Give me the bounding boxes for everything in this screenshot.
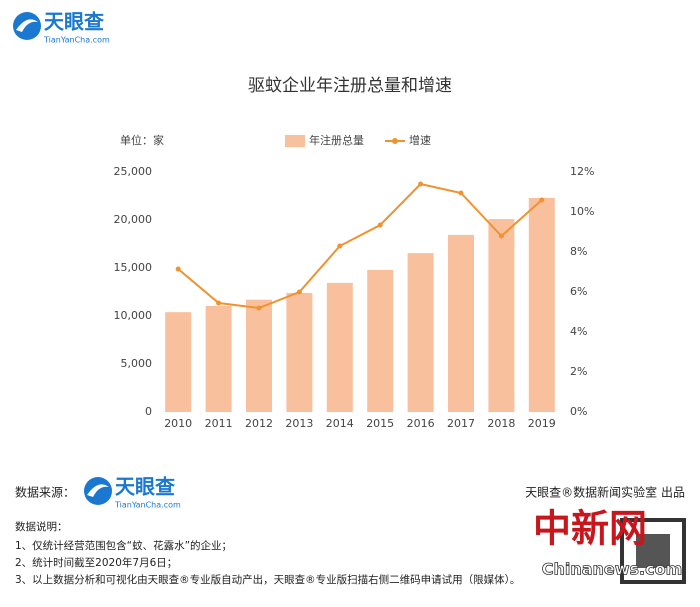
y-tick-label: 10,000 [114,309,153,322]
y-tick-label: 0 [145,405,152,418]
logo-text: 天眼查 [115,475,175,499]
bar [528,197,555,412]
logo-icon [13,12,41,40]
line-point [256,305,262,311]
y2-tick-label: 10% [570,205,594,218]
line-point [377,222,383,228]
line-point [539,197,545,203]
bar [407,253,434,412]
line-point [216,300,222,306]
bar [448,234,474,412]
line-point [458,190,464,196]
y2-tick-label: 0% [570,405,587,418]
logo-text: 天眼查 [44,10,104,34]
logo-swoosh [87,484,109,497]
y-tick-label: 20,000 [114,213,153,226]
line [177,182,543,310]
x-tick-label: 2013 [285,417,313,430]
x-tick-label: 2011 [205,417,233,430]
x-tick-label: 2016 [407,417,435,430]
legend-swatch [285,135,305,147]
unit-label: 单位：家 [120,133,164,147]
legend-swatch [392,138,398,144]
logo-swoosh [16,19,38,32]
line-point [498,233,504,239]
notes-title: 数据说明： [15,520,68,533]
chart-title: 驱蚊企业年注册总量和增速 [248,76,452,96]
credit: 天眼查®数据新闻实验室 出品 [525,485,685,500]
x-tick-label: 2018 [487,417,515,430]
y2-tick-label: 4% [570,325,587,338]
bar [286,292,313,412]
y2-tick-label: 12% [570,165,594,178]
y-tick-label: 25,000 [114,165,153,178]
logo-domain: TianYanCha.com [114,501,181,510]
note: 2、统计时间截至2020年7月6日； [15,556,177,569]
source-label: 数据来源： [15,485,75,500]
legend-label: 年注册总量 [309,133,364,147]
line-point [337,243,343,249]
logo-domain: TianYanCha.com [43,36,110,45]
bar [326,282,353,412]
logo-icon [84,477,112,505]
x-tick-label: 2010 [164,417,192,430]
bar [165,312,192,412]
line-point [175,266,181,272]
line-point [296,289,302,295]
logo: 天眼查 TianYanCha.com [13,10,110,45]
bar [205,305,232,412]
legend-label: 增速 [409,133,431,147]
bar [246,299,272,412]
x-tick-label: 2019 [528,417,556,430]
stamp: 中新网 [533,506,647,551]
y2-tick-label: 8% [570,245,587,258]
x-tick-label: 2012 [245,417,273,430]
bar [488,219,515,412]
y2-tick-label: 2% [570,365,587,378]
note: 3、以上数据分析和可视化由天眼查®专业版自动产出，天眼查®专业版扫描右侧二维码申… [15,573,520,586]
line-point [418,181,424,187]
y-tick-label: 5,000 [121,357,153,370]
note: 1、仅统计经营范围包含“蚊、花露水”的企业； [15,539,232,552]
y-tick-label: 15,000 [114,261,153,274]
qr-code-inner [636,534,670,568]
stamp-site: Chinanews.com [542,560,683,579]
x-tick-label: 2014 [326,417,354,430]
bar [367,269,394,412]
source-logo: 天眼查 TianYanCha.com [84,475,181,510]
x-tick-label: 2015 [366,417,394,430]
x-tick-label: 2017 [447,417,475,430]
y2-tick-label: 6% [570,285,587,298]
